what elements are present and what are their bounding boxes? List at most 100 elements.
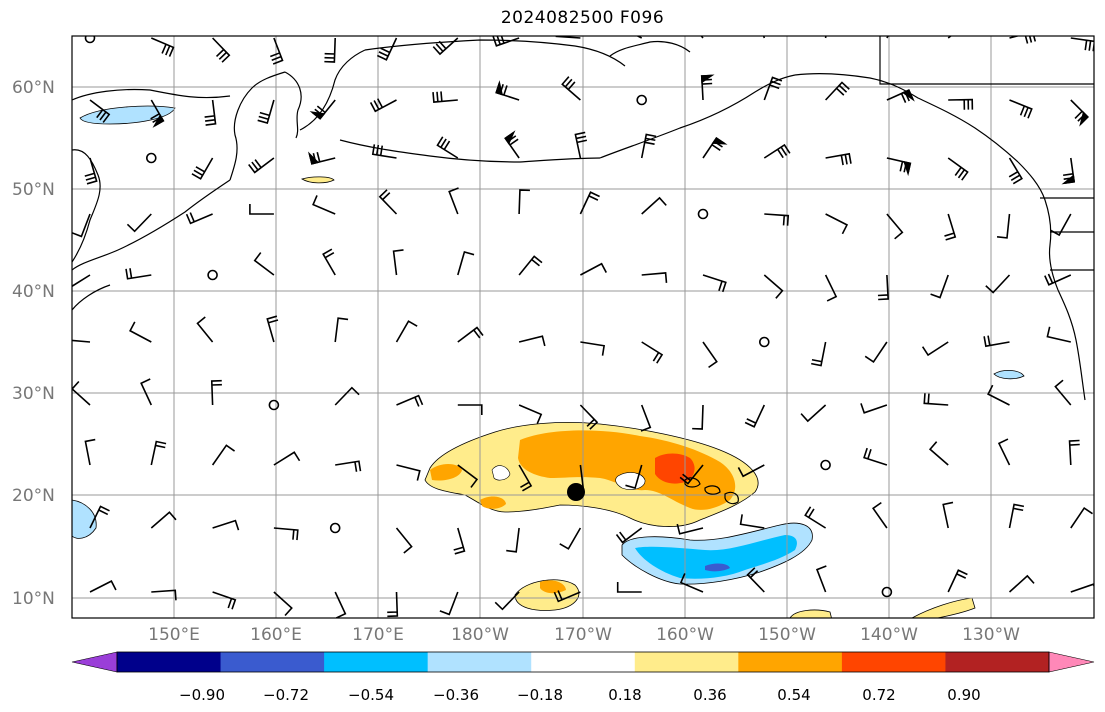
wind-barb	[395, 320, 418, 343]
wind-barb	[371, 144, 397, 159]
wind-barb	[811, 341, 827, 367]
wind-barb	[518, 255, 543, 276]
wind-barb	[944, 213, 957, 241]
wind-barb	[676, 523, 704, 535]
anomaly-fields	[72, 105, 1025, 618]
wind-barb	[702, 274, 727, 293]
wind-barb	[151, 589, 177, 601]
wind-barb	[432, 37, 459, 56]
wind-barb-pennant	[152, 113, 165, 128]
wind-barb	[947, 569, 968, 593]
wind-barb	[266, 315, 279, 343]
wind-barb	[579, 191, 600, 215]
wind-barb	[700, 36, 704, 39]
wind-barb	[1008, 574, 1035, 593]
wind-calm-marker	[329, 522, 341, 534]
wind-barb	[191, 157, 214, 180]
wind-barb	[273, 527, 299, 541]
colorbar-segment	[427, 652, 532, 672]
map-title: 2024082500 F096	[500, 8, 665, 28]
wind-barb	[1008, 157, 1023, 185]
wind-calm-marker	[697, 208, 709, 220]
wind-barb	[1044, 273, 1072, 286]
wind-barb	[448, 187, 459, 215]
wind-barb	[573, 464, 585, 491]
wind-barb	[804, 506, 827, 529]
wind-barb	[825, 213, 849, 235]
wind-barb	[640, 133, 657, 159]
wind-barb	[553, 590, 581, 603]
wind-barb	[1070, 506, 1093, 529]
wind-barb-pennant	[308, 151, 320, 165]
lon-label-170w: 170°W	[554, 625, 612, 645]
wind-barb	[212, 591, 237, 610]
wind-barb	[212, 519, 240, 531]
colorbar-tick: 0.54	[777, 686, 811, 704]
lon-label-180w: 180°W	[451, 625, 509, 645]
colorbar-segment	[738, 652, 843, 672]
wind-barb	[579, 404, 599, 430]
wind-barb	[72, 339, 91, 343]
wind-barb	[432, 91, 458, 103]
colorbar-tick: −0.90	[179, 686, 225, 704]
wind-barb	[211, 444, 236, 466]
wind-barb	[615, 527, 643, 544]
point-marker	[567, 483, 585, 501]
wind-barb	[739, 514, 765, 529]
wind-barb	[997, 438, 1011, 466]
wind-barb	[928, 441, 949, 466]
wind-calm-marker	[881, 586, 893, 598]
wind-barb	[744, 404, 766, 428]
colorbar-tick: −0.72	[263, 686, 309, 704]
wind-barb	[248, 157, 275, 174]
wind-barb	[1046, 326, 1071, 343]
wind-barb	[392, 249, 404, 276]
wind-barb	[439, 591, 459, 616]
wind-barb	[1068, 439, 1080, 466]
wind-barb	[369, 98, 397, 113]
wind-barb	[72, 274, 91, 288]
lat-label-10n: 10°N	[12, 589, 55, 609]
wind-barb	[1070, 37, 1094, 52]
graticule	[72, 36, 1094, 618]
wind-barb	[1054, 379, 1072, 406]
colorbar-tick: 0.72	[862, 686, 896, 704]
wind-calm-marker	[636, 94, 648, 106]
wind-barb-pennant	[700, 74, 715, 84]
wind-barb	[457, 326, 484, 343]
wind-barb	[872, 501, 888, 529]
wind-barb-pennant	[903, 160, 912, 177]
wind-barb-pennant	[309, 111, 326, 120]
wind-barb	[396, 394, 424, 407]
wind-barb	[864, 341, 888, 364]
wind-barb	[84, 157, 98, 185]
wind-barb	[126, 213, 152, 233]
lon-label-140w: 140°W	[860, 625, 918, 645]
wind-barb	[574, 131, 588, 159]
lon-label-160e: 160°E	[250, 625, 302, 645]
wind-barb	[125, 268, 152, 280]
wind-barb	[210, 379, 222, 406]
wind-barb	[334, 591, 347, 618]
colorbar-segment	[945, 652, 1050, 672]
wind-barb	[204, 99, 217, 126]
wind-barb	[737, 464, 765, 478]
colorbar-segment	[841, 652, 946, 672]
wind-barb	[457, 250, 475, 276]
wind-barb	[518, 335, 546, 347]
wind-barb-pennant	[901, 89, 915, 102]
wind-barb	[559, 527, 582, 550]
wind-barb	[746, 567, 765, 593]
wind-barb	[625, 464, 643, 490]
wind-barb	[334, 317, 349, 343]
wind-barb	[641, 196, 667, 215]
wind-barb	[506, 527, 520, 553]
wind-barb	[825, 152, 852, 166]
wind-barb	[492, 36, 520, 47]
wind-barb	[129, 321, 152, 343]
wind-calm-marker	[268, 399, 280, 411]
wind-barb	[257, 99, 275, 125]
wind-barb	[457, 404, 483, 415]
colorbar-tick: −0.18	[517, 686, 563, 704]
